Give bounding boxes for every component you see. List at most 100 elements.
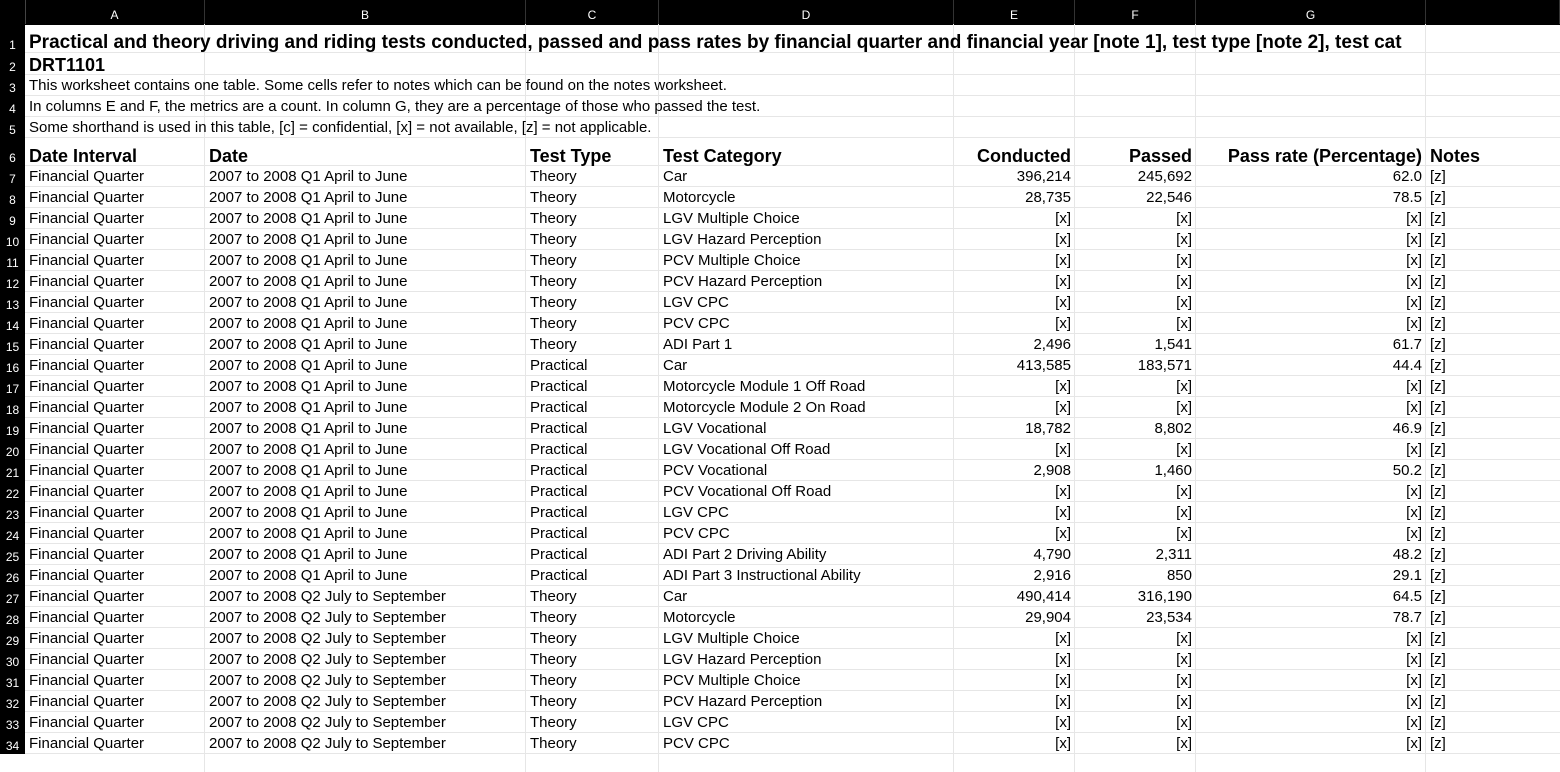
table-cell[interactable]: 1,460	[1154, 462, 1192, 479]
table-cell[interactable]: Financial Quarter	[29, 252, 145, 269]
table-cell[interactable]: [z]	[1430, 504, 1446, 521]
table-cell[interactable]: 2007 to 2008 Q1 April to June	[209, 483, 408, 500]
table-cell[interactable]: [x]	[1406, 315, 1422, 332]
table-cell[interactable]: [x]	[1406, 525, 1422, 542]
table-cell[interactable]: [z]	[1430, 462, 1446, 479]
table-cell[interactable]: Financial Quarter	[29, 693, 145, 710]
table-cell[interactable]: [x]	[1176, 651, 1192, 668]
table-cell[interactable]: [z]	[1430, 420, 1446, 437]
table-cell[interactable]: Financial Quarter	[29, 231, 145, 248]
table-cell[interactable]: 2007 to 2008 Q1 April to June	[209, 441, 408, 458]
table-cell[interactable]: 316,190	[1137, 588, 1192, 605]
row-header-32[interactable]: 32	[0, 691, 25, 712]
column-header-c[interactable]: C	[526, 0, 659, 24]
table-cell[interactable]: [x]	[1055, 525, 1071, 542]
table-cell[interactable]: Motorcycle	[663, 609, 736, 626]
table-cell[interactable]: Theory	[530, 672, 577, 689]
row-header-13[interactable]: 13	[0, 292, 25, 313]
table-cell[interactable]: [x]	[1055, 714, 1071, 731]
row-header-30[interactable]: 30	[0, 649, 25, 670]
table-cell[interactable]: PCV Multiple Choice	[663, 252, 801, 269]
table-cell[interactable]: [x]	[1055, 483, 1071, 500]
table-cell[interactable]: ADI Part 1	[663, 336, 733, 353]
table-cell[interactable]: Theory	[530, 588, 577, 605]
table-cell[interactable]: PCV CPC	[663, 525, 730, 542]
table-code[interactable]: DRT1101	[29, 55, 106, 75]
table-cell[interactable]: Practical	[530, 525, 588, 542]
table-cell[interactable]: [x]	[1176, 714, 1192, 731]
table-cell[interactable]: [x]	[1055, 315, 1071, 332]
table-cell[interactable]: Motorcycle Module 2 On Road	[663, 399, 866, 416]
table-cell[interactable]: [x]	[1176, 525, 1192, 542]
table-cell[interactable]: 2007 to 2008 Q1 April to June	[209, 231, 408, 248]
table-cell[interactable]: [z]	[1430, 483, 1446, 500]
table-cell[interactable]: 50.2	[1392, 462, 1422, 479]
table-cell[interactable]: [x]	[1406, 504, 1422, 521]
column-header-a[interactable]: A	[25, 0, 205, 24]
table-cell[interactable]: 1,541	[1154, 336, 1192, 353]
table-cell[interactable]: 4,790	[1033, 546, 1071, 563]
table-cell[interactable]: 850	[1166, 567, 1192, 584]
table-cell[interactable]: 23,534	[1146, 609, 1192, 626]
row-header-1[interactable]: 1	[0, 24, 25, 53]
table-cell[interactable]: [x]	[1055, 399, 1071, 416]
table-cell[interactable]: 245,692	[1137, 168, 1192, 185]
table-cell[interactable]: 48.2	[1392, 546, 1422, 563]
table-cell[interactable]: [z]	[1430, 609, 1446, 626]
table-cell[interactable]: [x]	[1406, 273, 1422, 290]
table-cell[interactable]: Theory	[530, 189, 577, 206]
table-cell[interactable]: [x]	[1406, 693, 1422, 710]
row-header-2[interactable]: 2	[0, 53, 25, 75]
table-cell[interactable]: 2007 to 2008 Q1 April to June	[209, 546, 408, 563]
table-cell[interactable]: [x]	[1406, 294, 1422, 311]
row-header-29[interactable]: 29	[0, 628, 25, 649]
table-cell[interactable]: Theory	[530, 273, 577, 290]
table-cell[interactable]: Financial Quarter	[29, 462, 145, 479]
table-cell[interactable]: 2007 to 2008 Q2 July to September	[209, 609, 446, 626]
table-cell[interactable]: [x]	[1176, 378, 1192, 395]
table-cell[interactable]: [x]	[1176, 630, 1192, 647]
table-cell[interactable]: 64.5	[1392, 588, 1422, 605]
table-cell[interactable]: Theory	[530, 315, 577, 332]
table-cell[interactable]: [x]	[1176, 315, 1192, 332]
table-cell[interactable]: [x]	[1055, 210, 1071, 227]
table-cell[interactable]: 2007 to 2008 Q2 July to September	[209, 714, 446, 731]
table-cell[interactable]: [z]	[1430, 567, 1446, 584]
table-cell[interactable]: Financial Quarter	[29, 399, 145, 416]
table-cell[interactable]: 29.1	[1392, 567, 1422, 584]
table-cell[interactable]: PCV Hazard Perception	[663, 693, 823, 710]
table-cell[interactable]: Theory	[530, 252, 577, 269]
row-header-26[interactable]: 26	[0, 565, 25, 586]
column-heading[interactable]: Conducted	[977, 146, 1071, 166]
table-cell[interactable]: [x]	[1406, 651, 1422, 668]
table-cell[interactable]: 18,782	[1025, 420, 1071, 437]
table-cell[interactable]: Financial Quarter	[29, 273, 145, 290]
table-cell[interactable]: 2007 to 2008 Q1 April to June	[209, 315, 408, 332]
table-cell[interactable]: PCV CPC	[663, 735, 730, 752]
table-cell[interactable]: 183,571	[1137, 357, 1192, 374]
table-cell[interactable]: LGV CPC	[663, 504, 729, 521]
table-cell[interactable]: [z]	[1430, 315, 1446, 332]
table-cell[interactable]: Financial Quarter	[29, 567, 145, 584]
table-cell[interactable]: [x]	[1176, 693, 1192, 710]
column-header-e[interactable]: E	[954, 0, 1075, 24]
table-cell[interactable]: Theory	[530, 735, 577, 752]
table-cell[interactable]: [x]	[1055, 735, 1071, 752]
table-cell[interactable]: 2007 to 2008 Q1 April to June	[209, 189, 408, 206]
table-cell[interactable]: [z]	[1430, 252, 1446, 269]
table-cell[interactable]: [x]	[1055, 441, 1071, 458]
table-cell[interactable]: [x]	[1176, 210, 1192, 227]
row-header-22[interactable]: 22	[0, 481, 25, 502]
table-cell[interactable]: [z]	[1430, 273, 1446, 290]
table-cell[interactable]: [x]	[1055, 252, 1071, 269]
table-cell[interactable]: Theory	[530, 630, 577, 647]
table-cell[interactable]: [x]	[1406, 672, 1422, 689]
table-cell[interactable]: 490,414	[1016, 588, 1071, 605]
table-cell[interactable]: Theory	[530, 336, 577, 353]
table-cell[interactable]: Car	[663, 588, 688, 605]
table-cell[interactable]: PCV Multiple Choice	[663, 672, 801, 689]
table-cell[interactable]: [z]	[1430, 378, 1446, 395]
row-header-9[interactable]: 9	[0, 208, 25, 229]
table-cell[interactable]: LGV CPC	[663, 714, 729, 731]
